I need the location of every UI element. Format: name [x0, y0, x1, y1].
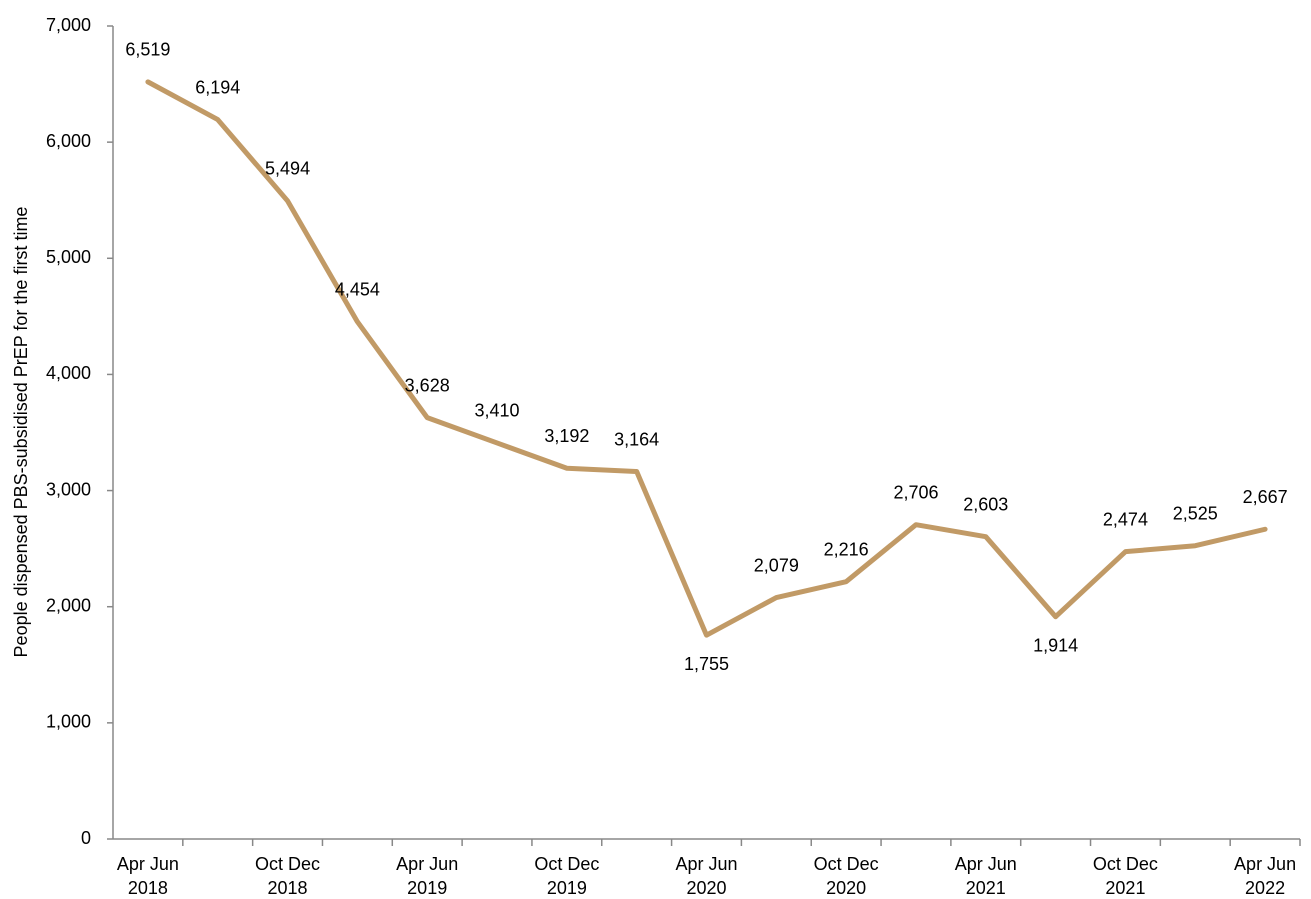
y-tick-label: 2,000	[46, 595, 91, 615]
data-label: 1,914	[1033, 635, 1078, 655]
y-tick-label: 4,000	[46, 363, 91, 383]
x-tick-label: Apr Jun 2020	[675, 854, 738, 898]
y-tick-label: 1,000	[46, 712, 91, 732]
x-tick-label: Oct Dec 2018	[255, 854, 321, 898]
x-tick-label: Apr Jun 2021	[954, 854, 1017, 898]
y-tick-label: 6,000	[46, 131, 91, 151]
x-tick-label: Oct Dec 2021	[1092, 854, 1158, 898]
y-tick-label: 7,000	[46, 15, 91, 35]
data-label: 2,079	[754, 555, 799, 575]
data-label: 2,216	[824, 539, 869, 559]
data-label: 2,525	[1173, 503, 1218, 523]
data-label: 2,706	[893, 482, 938, 502]
x-tick-label: Apr Jun 2022	[1234, 854, 1297, 898]
x-tick-label: Apr Jun 2018	[116, 854, 179, 898]
x-tick-label: Oct Dec 2019	[534, 854, 600, 898]
data-label: 2,474	[1103, 509, 1148, 529]
data-label: 3,410	[475, 401, 520, 421]
data-label: 3,628	[405, 375, 450, 395]
data-label: 3,192	[544, 426, 589, 446]
y-tick-label: 0	[81, 828, 91, 848]
y-axis-label: People dispensed PBS-subsidised PrEP for…	[11, 207, 31, 658]
y-tick-label: 3,000	[46, 479, 91, 499]
data-label: 5,494	[265, 159, 310, 179]
data-label: 2,603	[963, 494, 1008, 514]
data-label: 3,164	[614, 429, 659, 449]
line	[145, 79, 1268, 638]
data-label: 4,454	[335, 279, 380, 299]
y-tick-label: 5,000	[46, 247, 91, 267]
data-label: 1,755	[684, 654, 729, 674]
x-tick-label: Apr Jun 2019	[396, 854, 459, 898]
x-tick-label: Oct Dec 2020	[813, 854, 879, 898]
data-label: 6,519	[125, 40, 170, 60]
data-label: 2,667	[1243, 487, 1288, 507]
data-label: 6,194	[195, 77, 240, 97]
